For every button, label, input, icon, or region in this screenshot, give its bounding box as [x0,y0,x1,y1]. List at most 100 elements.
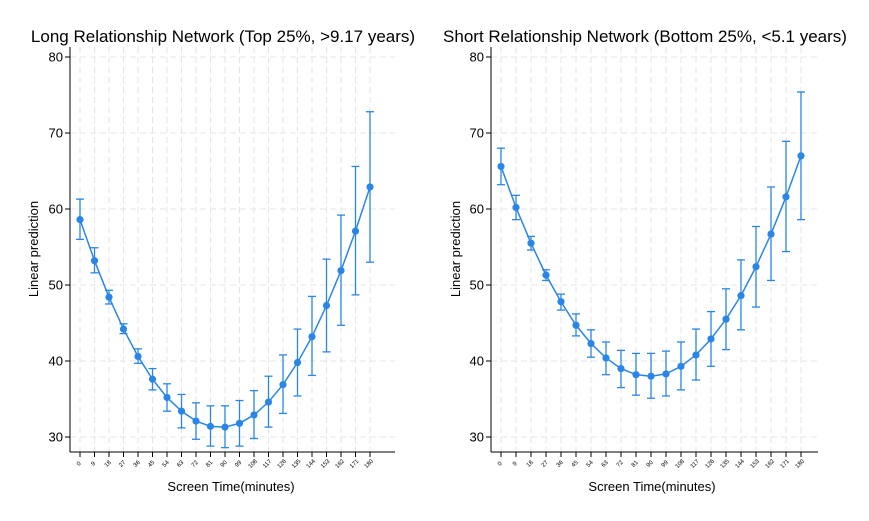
data-point [587,339,595,348]
y-tick-label: 40 [470,354,484,369]
data-point [767,230,775,238]
x-tick-label: 180 [364,458,376,470]
y-axis-label-right: Linear prediction [448,201,463,297]
x-tick-label: 27 [541,459,550,468]
x-axis-label-left: Screen Time(minutes) [167,479,294,494]
x-tick-label: 36 [556,459,565,468]
data-point [192,417,200,425]
x-tick-label: 117 [262,458,273,469]
x-tick-label: 162 [765,458,777,470]
x-tick-label: 135 [291,458,303,470]
y-axis-label-left: Linear prediction [26,201,41,297]
x-tick-label: 63 [176,459,185,468]
data-point [797,152,805,160]
y-tick-label: 50 [49,278,63,293]
x-tick-label: 108 [248,458,260,470]
x-tick-label: 171 [780,458,792,470]
data-point [163,393,171,402]
data-point [322,301,331,310]
x-tick-label: 90 [220,459,229,468]
data-point [105,293,113,301]
x-tick-label: 126 [277,458,289,470]
x-tick-label: 54 [586,459,595,468]
data-point [308,333,316,341]
x-tick-label: 180 [795,458,807,470]
y-tick-label: 30 [470,430,484,445]
x-tick-label: 117 [690,458,701,469]
plot-area-right: 30 40 50 60 70 80 0 9 18 27 36 45 54 63 72 81 90 99 108 117… [470,47,818,470]
data-point [337,266,345,275]
x-tick-label: 99 [661,459,670,468]
data-point [602,354,610,362]
y-tick-label: 50 [470,278,484,293]
data-point [617,365,625,373]
data-point [250,411,258,419]
x-tick-label: 144 [735,458,747,470]
data-point [148,375,157,383]
x-tick-label: 45 [571,459,580,468]
x-tick-label: 0 [497,461,504,468]
data-point [572,321,580,329]
y-tick-label: 80 [470,50,484,65]
chart-panel-left: Long Relationship Network (Top 25%, >9.1… [26,27,415,494]
data-point [264,398,273,406]
y-tick-label: 30 [49,430,63,445]
x-tick-label: 90 [646,459,655,468]
data-point [782,193,790,201]
plot-area-left: 30 40 50 60 70 80 0 9 18 27 36 45 54 63 72 81 90 99 108 117… [49,47,395,470]
data-point [677,362,685,370]
x-tick-label: 126 [705,458,717,470]
data-point [293,358,302,367]
data-point [134,352,142,361]
x-tick-label: 135 [720,458,732,470]
data-point [90,257,99,265]
data-point [512,203,520,212]
x-tick-label: 36 [133,459,142,468]
data-point [527,239,535,247]
x-tick-label: 144 [306,458,318,470]
data-point [497,162,505,171]
x-tick-label: 171 [349,458,361,470]
x-tick-label: 72 [616,459,625,468]
x-tick-label: 153 [320,458,332,470]
data-point [752,263,760,271]
x-tick-label: 63 [601,459,610,468]
data-point [632,371,640,379]
data-point [119,325,128,333]
x-tick-label: 45 [147,459,156,468]
x-tick-label: 27 [118,459,127,468]
x-axis-label-right: Screen Time(minutes) [588,479,715,494]
data-point [221,423,229,431]
y-tick-label: 60 [470,202,484,217]
data-point [707,335,715,343]
data-point [737,292,745,300]
x-tick-label: 81 [205,459,214,468]
x-tick-label: 99 [234,459,243,468]
x-tick-label: 108 [675,458,687,470]
data-point [662,370,670,378]
data-point [76,216,84,224]
data-point [351,227,360,235]
chart-title-left: Long Relationship Network (Top 25%, >9.1… [31,27,415,46]
x-tick-label: 18 [526,459,535,468]
y-tick-label: 70 [49,126,63,141]
x-tick-label: 153 [750,458,762,470]
y-tick-label: 60 [49,202,63,217]
data-point [366,183,374,191]
data-point [279,380,287,389]
data-point [177,407,186,415]
data-point [542,271,550,279]
chart-panel-right: Short Relationship Network (Bottom 25%, … [443,27,847,494]
y-tick-label: 70 [470,126,484,141]
x-tick-label: 162 [335,458,347,470]
x-tick-label: 18 [104,459,113,468]
x-tick-label: 9 [512,461,519,468]
x-tick-label: 81 [631,459,640,468]
data-point [722,315,730,323]
x-tick-label: 54 [162,459,171,468]
data-point [557,298,565,306]
y-tick-label: 80 [49,50,63,65]
data-point [692,351,700,359]
